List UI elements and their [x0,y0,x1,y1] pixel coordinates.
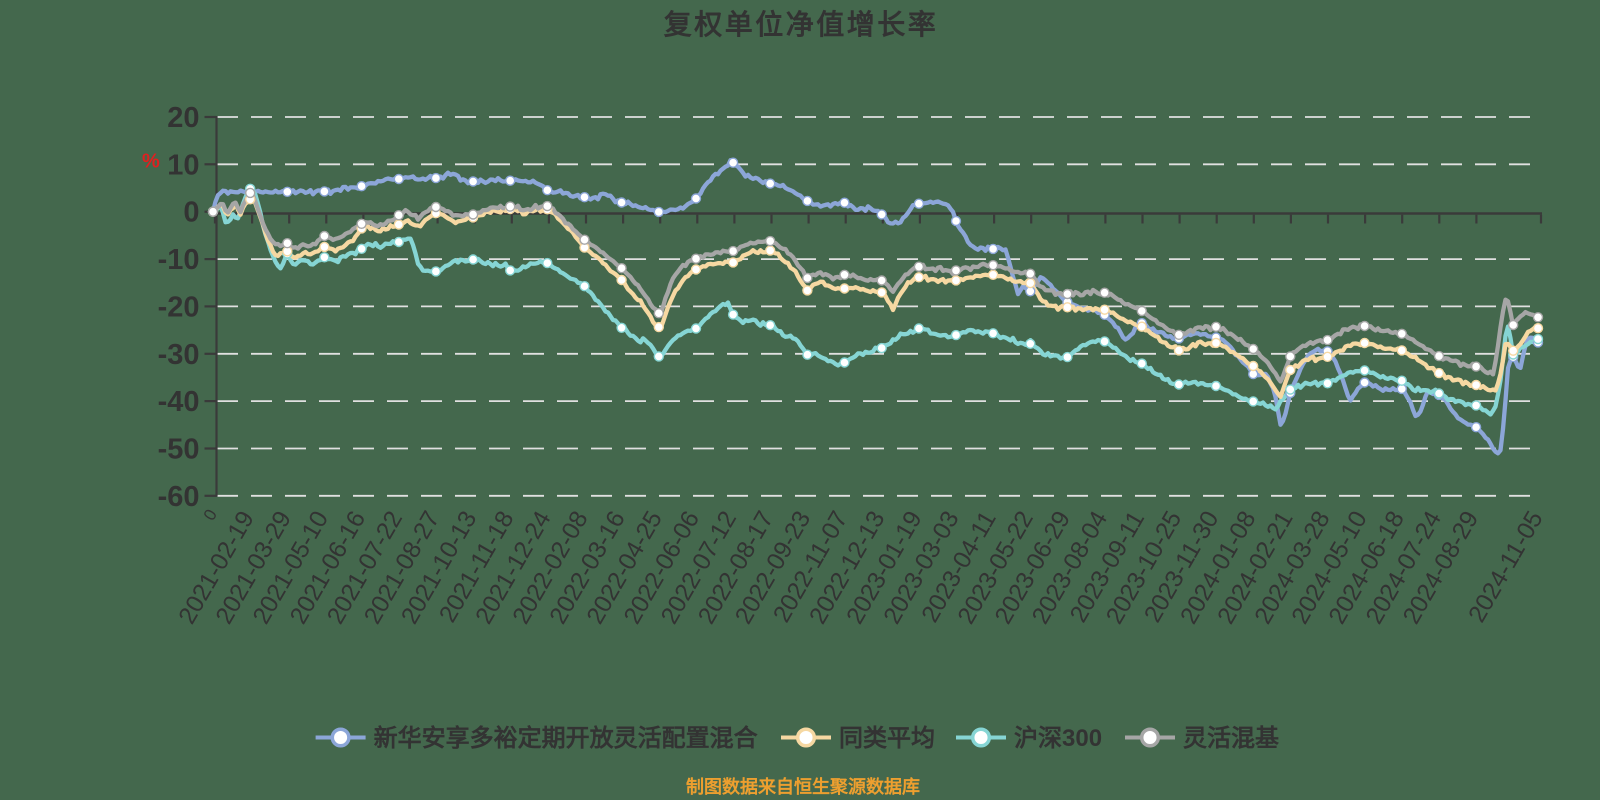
svg-text:-60: -60 [158,481,200,513]
svg-text:-40: -40 [158,386,200,418]
svg-text:-50: -50 [158,434,200,466]
svg-text:同类平均: 同类平均 [839,724,935,752]
svg-text:灵活混基: 灵活混基 [1183,725,1280,752]
svg-text:沪深300: 沪深300 [1014,725,1102,752]
svg-text:10: 10 [167,149,199,181]
svg-text:复权单位净值增长率: 复权单位净值增长率 [664,8,939,40]
svg-text:-10: -10 [158,244,200,276]
svg-text:0: 0 [183,197,199,229]
svg-text:制图数据来自恒生聚源数据库: 制图数据来自恒生聚源数据库 [686,776,920,797]
svg-text:-20: -20 [158,291,200,323]
svg-text:新华安享多裕定期开放灵活配置混合: 新华安享多裕定期开放灵活配置混合 [374,724,759,752]
svg-text:%: % [142,151,160,173]
svg-text:-30: -30 [158,339,200,371]
svg-text:20: 20 [167,102,199,134]
